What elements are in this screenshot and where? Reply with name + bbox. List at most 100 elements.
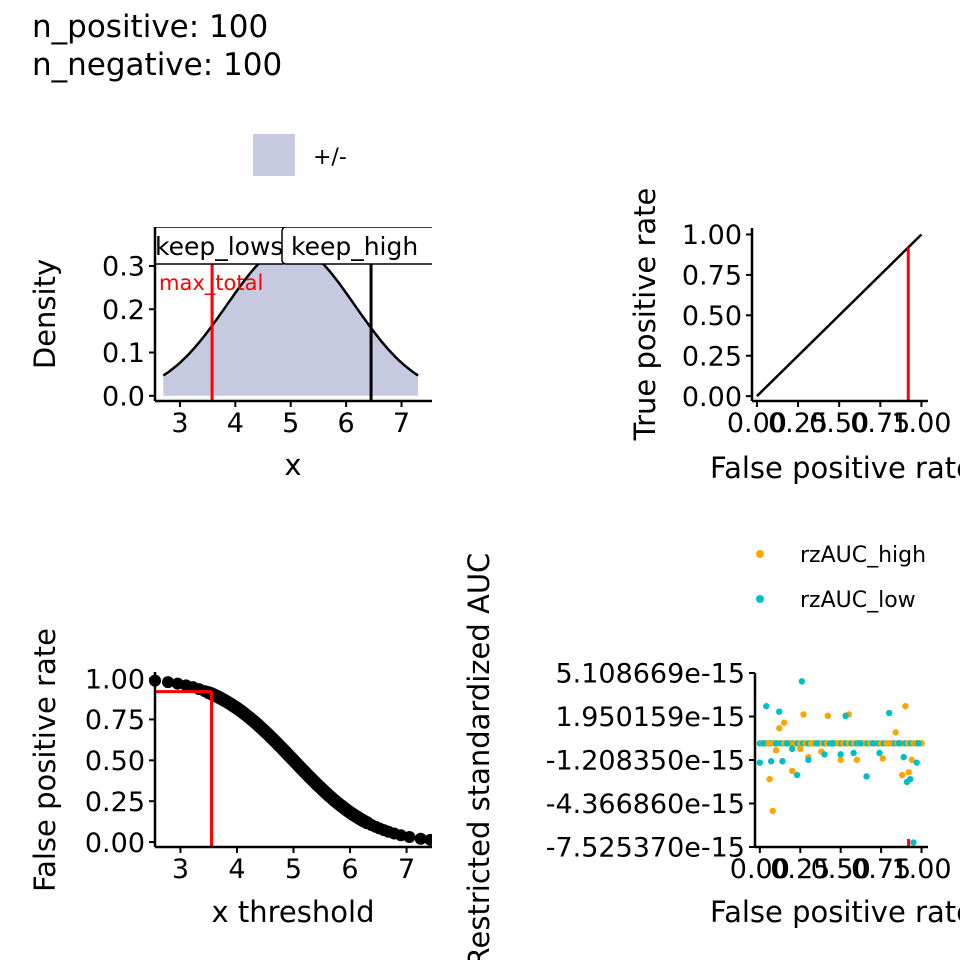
y-tick-label: 0.00 — [85, 828, 145, 859]
y-tick-label: 0.50 — [682, 301, 742, 332]
x-tick-label: 0.25 — [768, 408, 828, 439]
legend-dot — [756, 595, 764, 603]
rzauc-high-point — [772, 747, 780, 754]
plot-header: n_positive: 100 n_negative: 100 — [32, 8, 282, 84]
rzauc-low-point — [813, 740, 820, 747]
x-tick-label: 7 — [393, 408, 410, 439]
rzauc-low-point — [869, 740, 877, 747]
rzauc-low-point — [850, 749, 857, 757]
rzauc-high-point — [764, 740, 772, 747]
legend-label: rzAUC_low — [800, 588, 916, 613]
rzauc-high-point — [766, 775, 773, 783]
rzauc-low-point — [913, 759, 920, 766]
rzauc-high-point — [788, 767, 796, 775]
x-tick-label: 0.75 — [851, 854, 911, 885]
legend-label: rzAUC_high — [800, 543, 926, 568]
y-tick-label: 0.50 — [85, 746, 145, 777]
legend-swatch-fill — [253, 134, 295, 176]
y-axis-title: Density — [28, 259, 62, 369]
x-tick-label: 0.75 — [850, 408, 910, 439]
rzauc-high-point — [797, 745, 804, 753]
rzauc-low-point — [910, 839, 917, 846]
rzauc-low-point — [885, 709, 893, 717]
rzauc-low-point — [895, 740, 903, 747]
x-tick-label: 5 — [285, 854, 302, 885]
x-tick-label: 0.50 — [809, 408, 869, 439]
y-tick-label: -7.525370e-15 — [546, 833, 745, 864]
rzauc-low-point — [907, 775, 914, 783]
x-axis-title: False positive rate — [710, 895, 960, 929]
rzauc-high-point — [902, 702, 909, 710]
rzauc-low-point — [784, 740, 791, 747]
x-tick-label: 0.00 — [727, 408, 787, 439]
y-tick-label: 0.00 — [682, 382, 742, 413]
y-tick-label: 1.00 — [85, 664, 145, 695]
legend-dot — [756, 550, 764, 558]
x-tick-label: 0.50 — [811, 854, 871, 885]
rzauc-low-point — [837, 751, 844, 758]
y-tick-label: 0.1 — [102, 338, 145, 369]
rzauc-high-point — [908, 756, 916, 764]
density-panel: +/- max_total keep_lows keep_high 3 4 5 6 7 0.0 0.… — [28, 134, 432, 482]
x-tick-label: 1.00 — [891, 854, 951, 885]
legend-label: +/- — [313, 145, 347, 170]
density-area — [163, 245, 419, 396]
density-plot-area: max_total keep_lows keep_high — [155, 227, 432, 401]
x-axis-title: x — [284, 448, 301, 482]
x-tick-label: 5 — [282, 408, 299, 439]
fpr-point — [403, 830, 416, 843]
rzauc-panel: rzAUC_high rzAUC_low 0.000.250.500.751.00 5… — [462, 543, 960, 960]
rzauc-low-point — [842, 712, 849, 720]
rzauc-low-point — [915, 740, 922, 747]
y-tick-label: 0.25 — [682, 341, 742, 372]
x-tick-label: 4 — [228, 854, 245, 885]
y-tick-label: -1.208350e-15 — [546, 746, 745, 777]
rzauc-low-point — [763, 702, 770, 710]
y-axis-title: False positive rate — [28, 628, 62, 892]
rzauc-low-point — [759, 740, 767, 747]
keep-high-box — [281, 227, 432, 265]
y-tick-label: 1.00 — [682, 220, 742, 251]
x-tick-label: 0.00 — [730, 854, 790, 885]
rzauc-high-point — [824, 712, 831, 720]
fpr-point — [424, 833, 432, 846]
x-tick-label: 0.25 — [770, 854, 830, 885]
rzauc-low-point — [821, 751, 828, 758]
fpr-curve — [202, 686, 374, 830]
rzauc-high-point — [769, 807, 776, 815]
y-tick-label: 0.75 — [85, 705, 145, 736]
rzauc-high-point — [892, 729, 899, 736]
rzauc-low-point — [767, 758, 775, 765]
rzauc-low-point — [779, 758, 786, 765]
rzauc-high-point — [879, 755, 886, 762]
roc-line — [756, 233, 923, 398]
n-positive-label: n_positive: 100 — [32, 9, 269, 45]
y-tick-label: 0.0 — [102, 382, 145, 413]
rzauc-low-point — [772, 740, 780, 747]
rzauc-low-point — [900, 753, 907, 761]
y-tick-label: 0.2 — [102, 295, 145, 326]
y-tick-label: 0.75 — [682, 261, 742, 292]
x-tick-label: 1.00 — [891, 408, 951, 439]
rzauc-low-point — [756, 759, 764, 766]
keep-lows-label: keep_lows — [155, 232, 283, 261]
rzauc-low-point — [829, 740, 836, 747]
rzauc-high-point — [853, 756, 861, 764]
x-tick-label: 3 — [172, 854, 189, 885]
rzauc-high-point — [800, 711, 807, 718]
y-axis-title: True positive rate — [628, 188, 662, 442]
rzauc-low-point — [798, 678, 806, 685]
y-tick-label: 0.25 — [85, 787, 145, 818]
rzauc-high-point — [776, 725, 783, 732]
fpr-point — [414, 832, 427, 845]
y-tick-label: -4.366860e-15 — [546, 789, 745, 820]
y-tick-label: 1.950159e-15 — [555, 702, 745, 733]
y-tick-label: 0.3 — [102, 252, 145, 283]
rzauc-low-point — [805, 756, 812, 764]
n-negative-label: n_negative: 100 — [32, 47, 283, 83]
rzauc-low-point — [776, 708, 783, 715]
rzauc-high-point — [780, 719, 788, 726]
rzauc-low-point — [876, 749, 883, 757]
roc-panel: 0.000.250.500.751.000.000.250.500.751.00… — [628, 188, 960, 485]
